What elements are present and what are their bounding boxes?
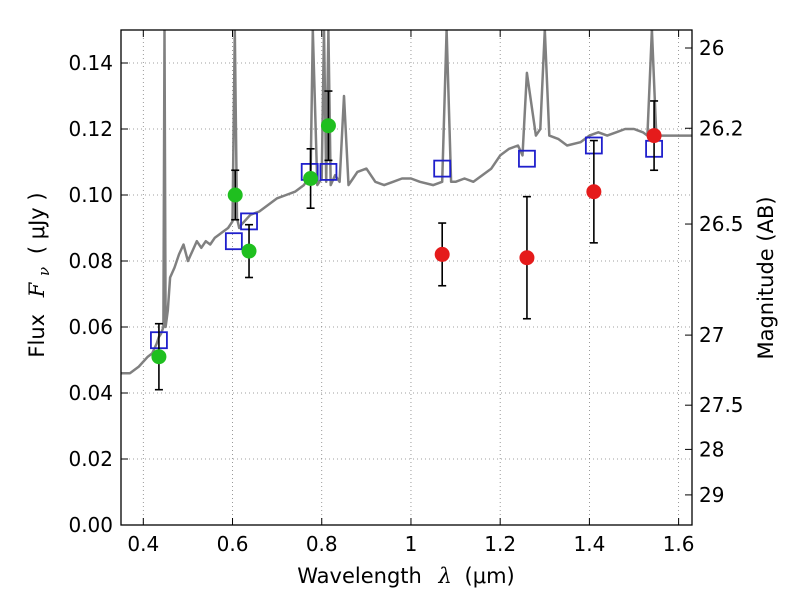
model-photometry-square xyxy=(433,159,452,178)
y-tick-label: 0.00 xyxy=(68,513,113,537)
x-axis-label-units: (μm) xyxy=(465,564,515,588)
x-axis-label: Wavelength λ (μm) xyxy=(297,564,514,588)
x-tick-label: 0.6 xyxy=(217,532,249,556)
observed_optical-point xyxy=(151,349,167,365)
right-tick-label: 27 xyxy=(699,323,724,347)
x-tick-label: 1 xyxy=(405,532,418,556)
model-photometry-square xyxy=(224,232,243,251)
y-axis-label-prefix: Flux xyxy=(25,314,49,358)
model-spectrum-line xyxy=(121,30,692,375)
y-axis-label-units: ( μJy ) xyxy=(25,192,49,254)
x-axis-label-prefix: Wavelength xyxy=(297,564,422,588)
observed_optical-point xyxy=(320,118,336,134)
x-tick-label: 1.6 xyxy=(663,532,695,556)
y-axis-label-subscript: ν xyxy=(35,267,53,276)
model-spectrum-group xyxy=(121,30,692,375)
x-tick-label: 1.4 xyxy=(573,532,605,556)
y-tick-label: 0.14 xyxy=(68,51,113,75)
right-tick-label: 26 xyxy=(699,36,724,60)
y-tick-label: 0.12 xyxy=(68,117,113,141)
model-photometry-square xyxy=(319,162,338,181)
model-photometry-square xyxy=(518,149,536,168)
observed_nir-point xyxy=(434,246,450,262)
markers-group xyxy=(150,90,663,391)
plot-frame xyxy=(120,29,693,526)
x-tick-label: 0.8 xyxy=(306,532,338,556)
axis-ticks: 0.4 0.6 0.8 1 1.2 1.4 1.6 0.00 0.02 0.04 0.06 0.08 0… xyxy=(68,30,744,556)
observed_optical-point xyxy=(241,243,257,259)
right-tick-label: 28 xyxy=(699,437,724,461)
grid-lines xyxy=(121,30,692,525)
x-tick-label: 1.2 xyxy=(484,532,516,556)
right-tick-label: 27.5 xyxy=(699,393,744,417)
right-tick-label: 29 xyxy=(699,483,724,507)
x-axis-label-symbol: λ xyxy=(438,564,452,588)
y-tick-label: 0.10 xyxy=(68,183,113,207)
right-axis-label: Magnitude (AB) xyxy=(754,196,778,359)
observed_nir-point xyxy=(646,128,662,144)
x-tick-label: 0.4 xyxy=(127,532,159,556)
observed_optical-point xyxy=(227,187,243,203)
y-tick-label: 0.06 xyxy=(68,315,113,339)
y-tick-label: 0.02 xyxy=(68,447,113,471)
y-axis-label: Flux F ν ( μJy ) xyxy=(25,192,54,357)
observed_nir-point xyxy=(519,250,535,266)
y-axis-label-symbol: F xyxy=(25,281,49,298)
observed_optical-point xyxy=(303,171,319,186)
y-tick-label: 0.08 xyxy=(68,249,113,273)
y-tick-label: 0.04 xyxy=(68,381,113,405)
observed_nir-point xyxy=(586,184,602,200)
right-tick-label: 26.2 xyxy=(699,116,744,140)
right-tick-label: 26.5 xyxy=(699,212,744,236)
